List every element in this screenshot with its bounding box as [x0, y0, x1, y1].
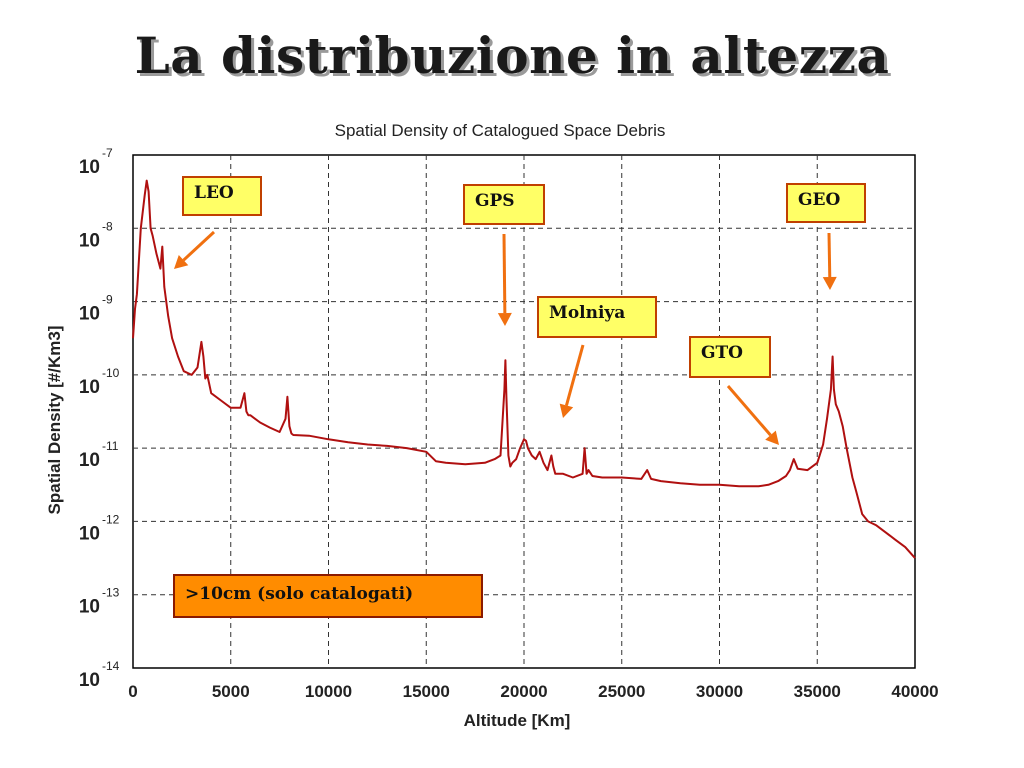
callout-gto: GTO: [689, 336, 771, 378]
x-tick-label: 10000: [305, 682, 352, 701]
y-tick-exponent: -14: [102, 659, 120, 673]
y-tick-exponent: -7: [102, 146, 113, 160]
y-axis-label: Spatial Density [#/Km3]: [45, 326, 64, 515]
y-tick-exponent: -11: [102, 439, 119, 453]
x-tick-label: 35000: [794, 682, 841, 701]
y-tick-base: 10: [79, 597, 100, 618]
density-line: [132, 179, 916, 559]
y-tick-base: 10: [79, 304, 100, 325]
callout-gps: GPS: [463, 184, 545, 225]
x-tick-labels: 0 5000 10000 15000 20000 25000 30000 35000 40000: [128, 682, 938, 701]
y-tick-base: 10: [79, 377, 100, 398]
series-group: [132, 179, 916, 559]
arrow-molniya-icon: [559, 344, 585, 418]
y-tick-base: 10: [79, 670, 100, 691]
arrow-geo-icon: [822, 232, 837, 290]
y-tick-exponent: -12: [102, 512, 120, 526]
x-axis-label: Altitude [Km]: [464, 711, 571, 730]
y-tick-exponent: -10: [102, 366, 120, 380]
x-tick-label: 25000: [598, 682, 645, 701]
arrow-gps-icon: [497, 233, 512, 326]
slide-title: La distribuzione in altezza: [134, 26, 890, 85]
x-tick-label: 40000: [891, 682, 938, 701]
arrow-leo-icon: [174, 230, 216, 269]
chart-title: Spatial Density of Catalogued Space Debr…: [335, 121, 666, 140]
x-tick-label: 30000: [696, 682, 743, 701]
x-tick-label: 0: [128, 682, 137, 701]
y-tick-base: 10: [79, 450, 100, 471]
callout-geo: GEO: [786, 183, 866, 223]
callout-molniya: Molniya: [537, 296, 657, 338]
y-tick-base: 10: [79, 157, 100, 178]
y-tick-base: 10: [79, 230, 100, 251]
arrow-gto-icon: [726, 385, 779, 445]
callout-arrows: [174, 230, 837, 445]
y-tick-exponent: -13: [102, 586, 120, 600]
x-tick-label: 15000: [403, 682, 450, 701]
y-tick-exponent: -8: [102, 219, 113, 233]
y-tick-exponent: -9: [102, 293, 113, 307]
x-tick-label: 5000: [212, 682, 250, 701]
x-tick-label: 20000: [500, 682, 547, 701]
size-note: >10cm (solo catalogati): [173, 574, 483, 618]
y-tick-base: 10: [79, 523, 100, 544]
callout-leo: LEO: [182, 176, 262, 216]
